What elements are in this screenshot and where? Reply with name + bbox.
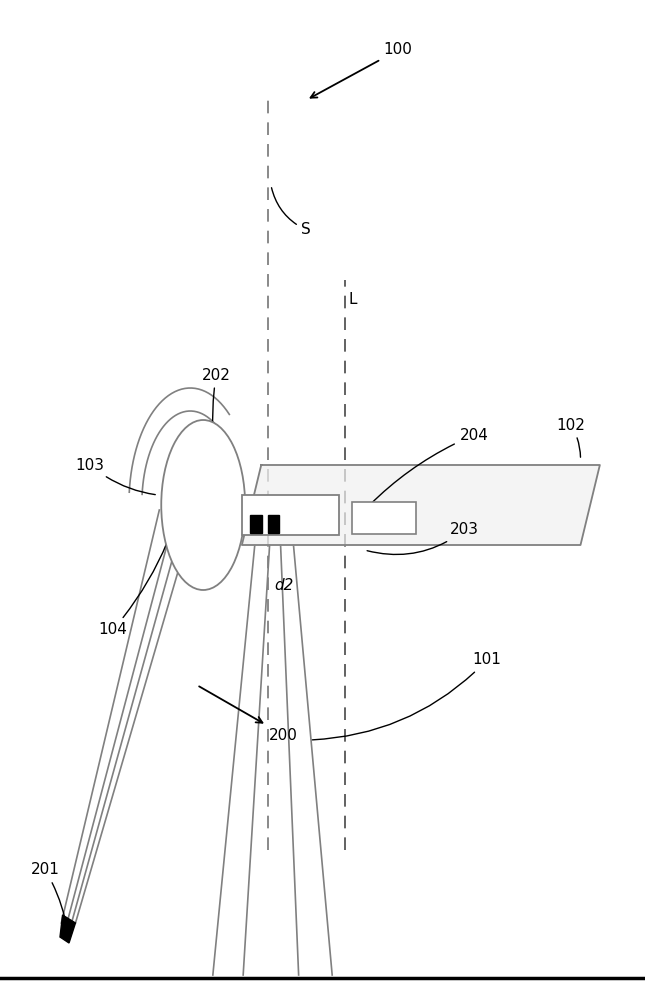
Ellipse shape <box>161 420 245 590</box>
Bar <box>352 502 416 534</box>
Bar <box>250 515 262 533</box>
Text: 103: 103 <box>76 458 155 495</box>
Bar <box>268 515 279 533</box>
Text: 100: 100 <box>311 42 413 98</box>
Text: 202: 202 <box>202 367 230 439</box>
Text: 102: 102 <box>557 418 585 457</box>
Text: 203: 203 <box>367 522 479 554</box>
Bar <box>242 495 339 535</box>
Text: d2: d2 <box>274 578 293 592</box>
Text: d1: d1 <box>219 548 239 562</box>
Text: 204: 204 <box>370 428 488 505</box>
Polygon shape <box>60 915 75 943</box>
Text: L: L <box>348 292 357 308</box>
Polygon shape <box>242 465 600 545</box>
Text: 201: 201 <box>31 862 67 930</box>
Text: 104: 104 <box>99 458 190 638</box>
Text: 101: 101 <box>312 652 501 740</box>
Text: 200: 200 <box>199 686 298 742</box>
Text: S: S <box>272 188 312 237</box>
